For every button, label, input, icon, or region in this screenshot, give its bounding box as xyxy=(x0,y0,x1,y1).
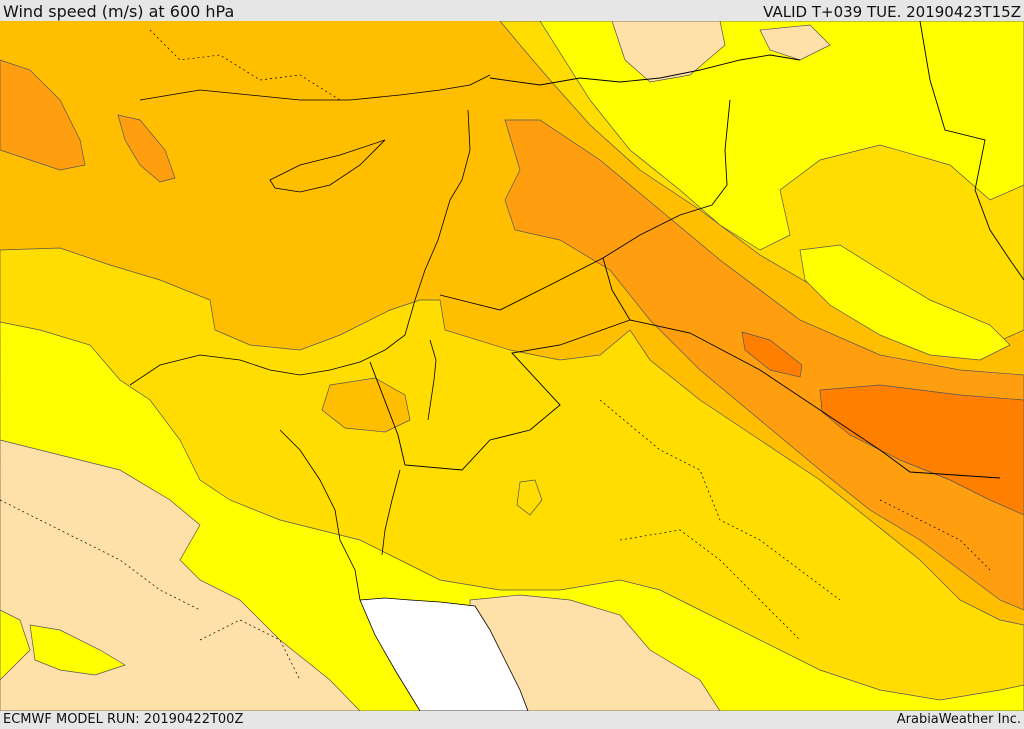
admin-boundaries xyxy=(0,29,991,681)
credit: ArabiaWeather Inc. xyxy=(896,712,1021,727)
band-10-15-south xyxy=(0,321,1024,711)
footer-bar: ECMWF MODEL RUN: 20190422T00Z ArabiaWeat… xyxy=(0,711,1024,729)
map-title: Wind speed (m/s) at 600 hPa xyxy=(3,2,235,21)
band-20-25-patch xyxy=(321,377,411,433)
country-borders xyxy=(369,21,1024,479)
valid-time: VALID T+039 TUE. 20190423T15Z xyxy=(763,3,1021,21)
band-15-20-patch-iraq xyxy=(516,479,543,516)
band-under-10-north-2 xyxy=(759,24,831,61)
coastlines xyxy=(129,74,491,601)
header-bar: Wind speed (m/s) at 600 hPa VALID T+039 … xyxy=(0,0,1024,21)
band-10-15-iran-patch xyxy=(799,244,1011,361)
wind-speed-map xyxy=(0,21,1024,711)
red-sea xyxy=(359,597,529,711)
band-25-30-west xyxy=(0,59,86,171)
band-30-35-core xyxy=(819,384,1024,516)
band-under-10-north xyxy=(611,21,726,83)
band-10-15-patch-sw xyxy=(29,624,126,676)
band-25-30-west-2 xyxy=(117,114,176,183)
model-run: ECMWF MODEL RUN: 20190422T00Z xyxy=(3,712,244,727)
band-under-10-southwest xyxy=(0,439,361,711)
band-30-35-small xyxy=(741,331,803,378)
